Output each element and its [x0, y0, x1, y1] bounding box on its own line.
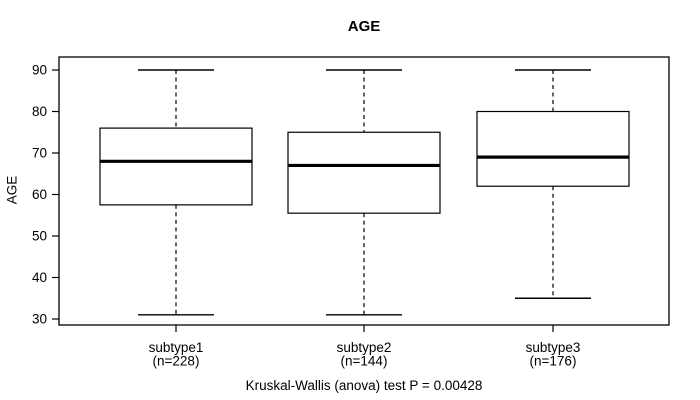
group-n-label: (n=144) [341, 354, 388, 369]
y-tick-label: 70 [32, 146, 47, 161]
y-tick-label: 40 [32, 270, 47, 285]
kruskal-wallis-annotation: Kruskal-Wallis (anova) test P = 0.00428 [245, 378, 483, 393]
group-label: subtype2 [337, 340, 392, 355]
group-n-label: (n=228) [153, 354, 200, 369]
chart-title: AGE [347, 18, 381, 35]
y-tick-label: 50 [32, 229, 47, 244]
group-label: subtype1 [149, 340, 204, 355]
y-tick-label: 80 [32, 104, 47, 119]
group-label: subtype3 [526, 340, 581, 355]
y-tick-label: 60 [32, 187, 47, 202]
iqr-box [287, 131, 441, 214]
y-tick-label: 90 [32, 63, 47, 78]
y-tick-label: 30 [32, 312, 47, 327]
iqr-box [476, 110, 630, 187]
group-n-label: (n=176) [530, 354, 577, 369]
iqr-box [99, 127, 253, 206]
